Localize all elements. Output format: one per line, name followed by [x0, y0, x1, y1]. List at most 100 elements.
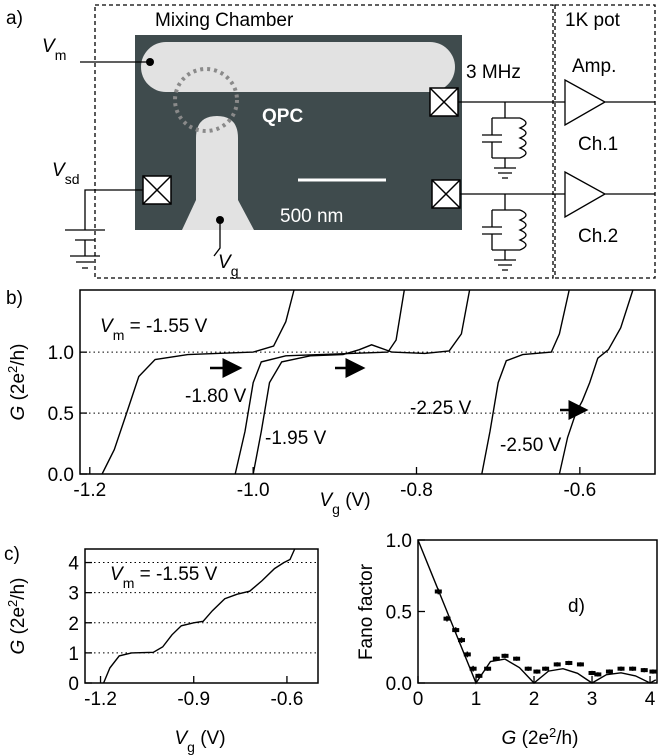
series-label: Vm = -1.55 V — [110, 564, 218, 591]
text-part: 2 — [5, 600, 20, 607]
y-axis-label: Fano factor — [356, 563, 377, 660]
text-part: (2e — [516, 728, 549, 749]
text-part: = — [134, 564, 156, 585]
data-point — [443, 616, 451, 621]
text-part: g — [187, 739, 195, 755]
y-tick-label: 0.0 — [386, 674, 412, 695]
text-part: V — [100, 316, 115, 337]
data-point — [463, 652, 471, 657]
curve — [102, 548, 296, 684]
panel-label: b) — [6, 288, 23, 309]
panel-a-drawing — [65, 4, 656, 279]
data-point — [553, 662, 561, 667]
series-label: -1.95 V — [265, 428, 327, 449]
curve — [481, 289, 570, 475]
text-part: /h) — [8, 578, 29, 600]
top-gate — [141, 42, 455, 92]
x-tick-label: -0.6 — [271, 689, 304, 710]
x-tick-label: -0.6 — [563, 480, 596, 501]
data-point — [576, 662, 584, 667]
text-part: -2.50 V — [500, 435, 562, 456]
text-part: -1.55 V — [146, 316, 208, 337]
vsd-label: Vsd — [52, 160, 79, 187]
panel-label: a) — [6, 8, 23, 29]
curve — [101, 289, 295, 475]
data-point — [434, 589, 442, 594]
text-part: G — [8, 640, 29, 655]
text-part: V — [42, 36, 57, 57]
text-part: /h) — [556, 728, 578, 749]
y-tick-label: 1 — [68, 644, 79, 665]
x-tick-label: -0.8 — [400, 480, 433, 501]
text-part: V — [110, 564, 125, 585]
data-point — [524, 666, 532, 671]
data-point — [501, 653, 509, 658]
text-part: V — [174, 728, 189, 749]
y-axis-label: G (2e2/h) — [5, 344, 30, 421]
series-label: -2.25 V — [410, 398, 472, 419]
text-part: -2.25 V — [410, 398, 472, 419]
data-point — [617, 666, 625, 671]
y-tick-label: 4 — [68, 554, 79, 575]
data-point — [565, 660, 573, 665]
text-part: sd — [65, 171, 80, 187]
y-tick-label: 0.0 — [48, 465, 74, 486]
x-tick-label: 2 — [529, 689, 540, 710]
x-axis-label: G (2e2/h) — [502, 725, 579, 750]
data-point — [533, 669, 541, 674]
y-tick-label: 0.5 — [386, 603, 412, 624]
text-part: G — [502, 728, 517, 749]
x-tick-label: -1.0 — [237, 480, 270, 501]
data-point — [484, 666, 492, 671]
data-point — [640, 668, 648, 673]
vg-contact — [216, 216, 224, 224]
text-part: V — [52, 160, 67, 181]
y-axis-label: G (2e2/h) — [5, 578, 30, 655]
data-point — [605, 669, 613, 674]
mixing-chamber-box — [94, 4, 554, 279]
text-part: -1.55 V — [156, 564, 218, 585]
text-part: m — [55, 47, 67, 63]
y-tick-label: 0.5 — [48, 404, 74, 425]
ch2-label: Ch.2 — [578, 226, 618, 247]
ohmic-contacts — [142, 87, 461, 209]
x-tick-label: -1.2 — [84, 689, 117, 710]
ch1-label: Ch.1 — [578, 134, 618, 155]
data-point — [513, 656, 521, 661]
text-part: (V) — [340, 490, 371, 511]
series-label: -1.80 V — [185, 386, 247, 407]
text-part: 2 — [5, 366, 20, 373]
curve — [252, 289, 471, 475]
curve — [417, 539, 657, 685]
curve — [558, 289, 634, 475]
bottom-gate — [182, 116, 254, 230]
data-point — [594, 672, 602, 677]
x-tick-label: -0.9 — [177, 689, 210, 710]
data-point — [475, 673, 483, 678]
series-label: Vm = -1.55 V — [100, 316, 208, 343]
chamber-label: Mixing Chamber — [155, 10, 294, 31]
panel-label: c) — [4, 544, 20, 565]
y-tick-label: 0 — [68, 674, 79, 695]
data-point — [649, 669, 657, 674]
text-part: g — [231, 263, 239, 279]
x-tick-label: 1 — [471, 689, 482, 710]
curve — [234, 289, 405, 475]
x-tick-label: -1.2 — [73, 480, 106, 501]
qpc-label: QPC — [262, 106, 303, 127]
vm-label: Vm — [42, 36, 66, 63]
wiring — [65, 61, 655, 271]
filter-label: 3 MHz — [466, 62, 521, 83]
text-part: -1.95 V — [265, 428, 327, 449]
data-point — [452, 628, 460, 633]
text-part: m — [123, 575, 135, 591]
x-axis-label: Vg (V) — [174, 728, 225, 755]
vg-label: Vg — [218, 252, 238, 279]
series-label: -2.50 V — [500, 435, 562, 456]
vm-contact — [146, 58, 154, 66]
y-tick-label: 3 — [68, 584, 79, 605]
text-part: V — [319, 490, 334, 511]
text-part: g — [332, 501, 340, 517]
qpc-circle — [173, 67, 239, 133]
